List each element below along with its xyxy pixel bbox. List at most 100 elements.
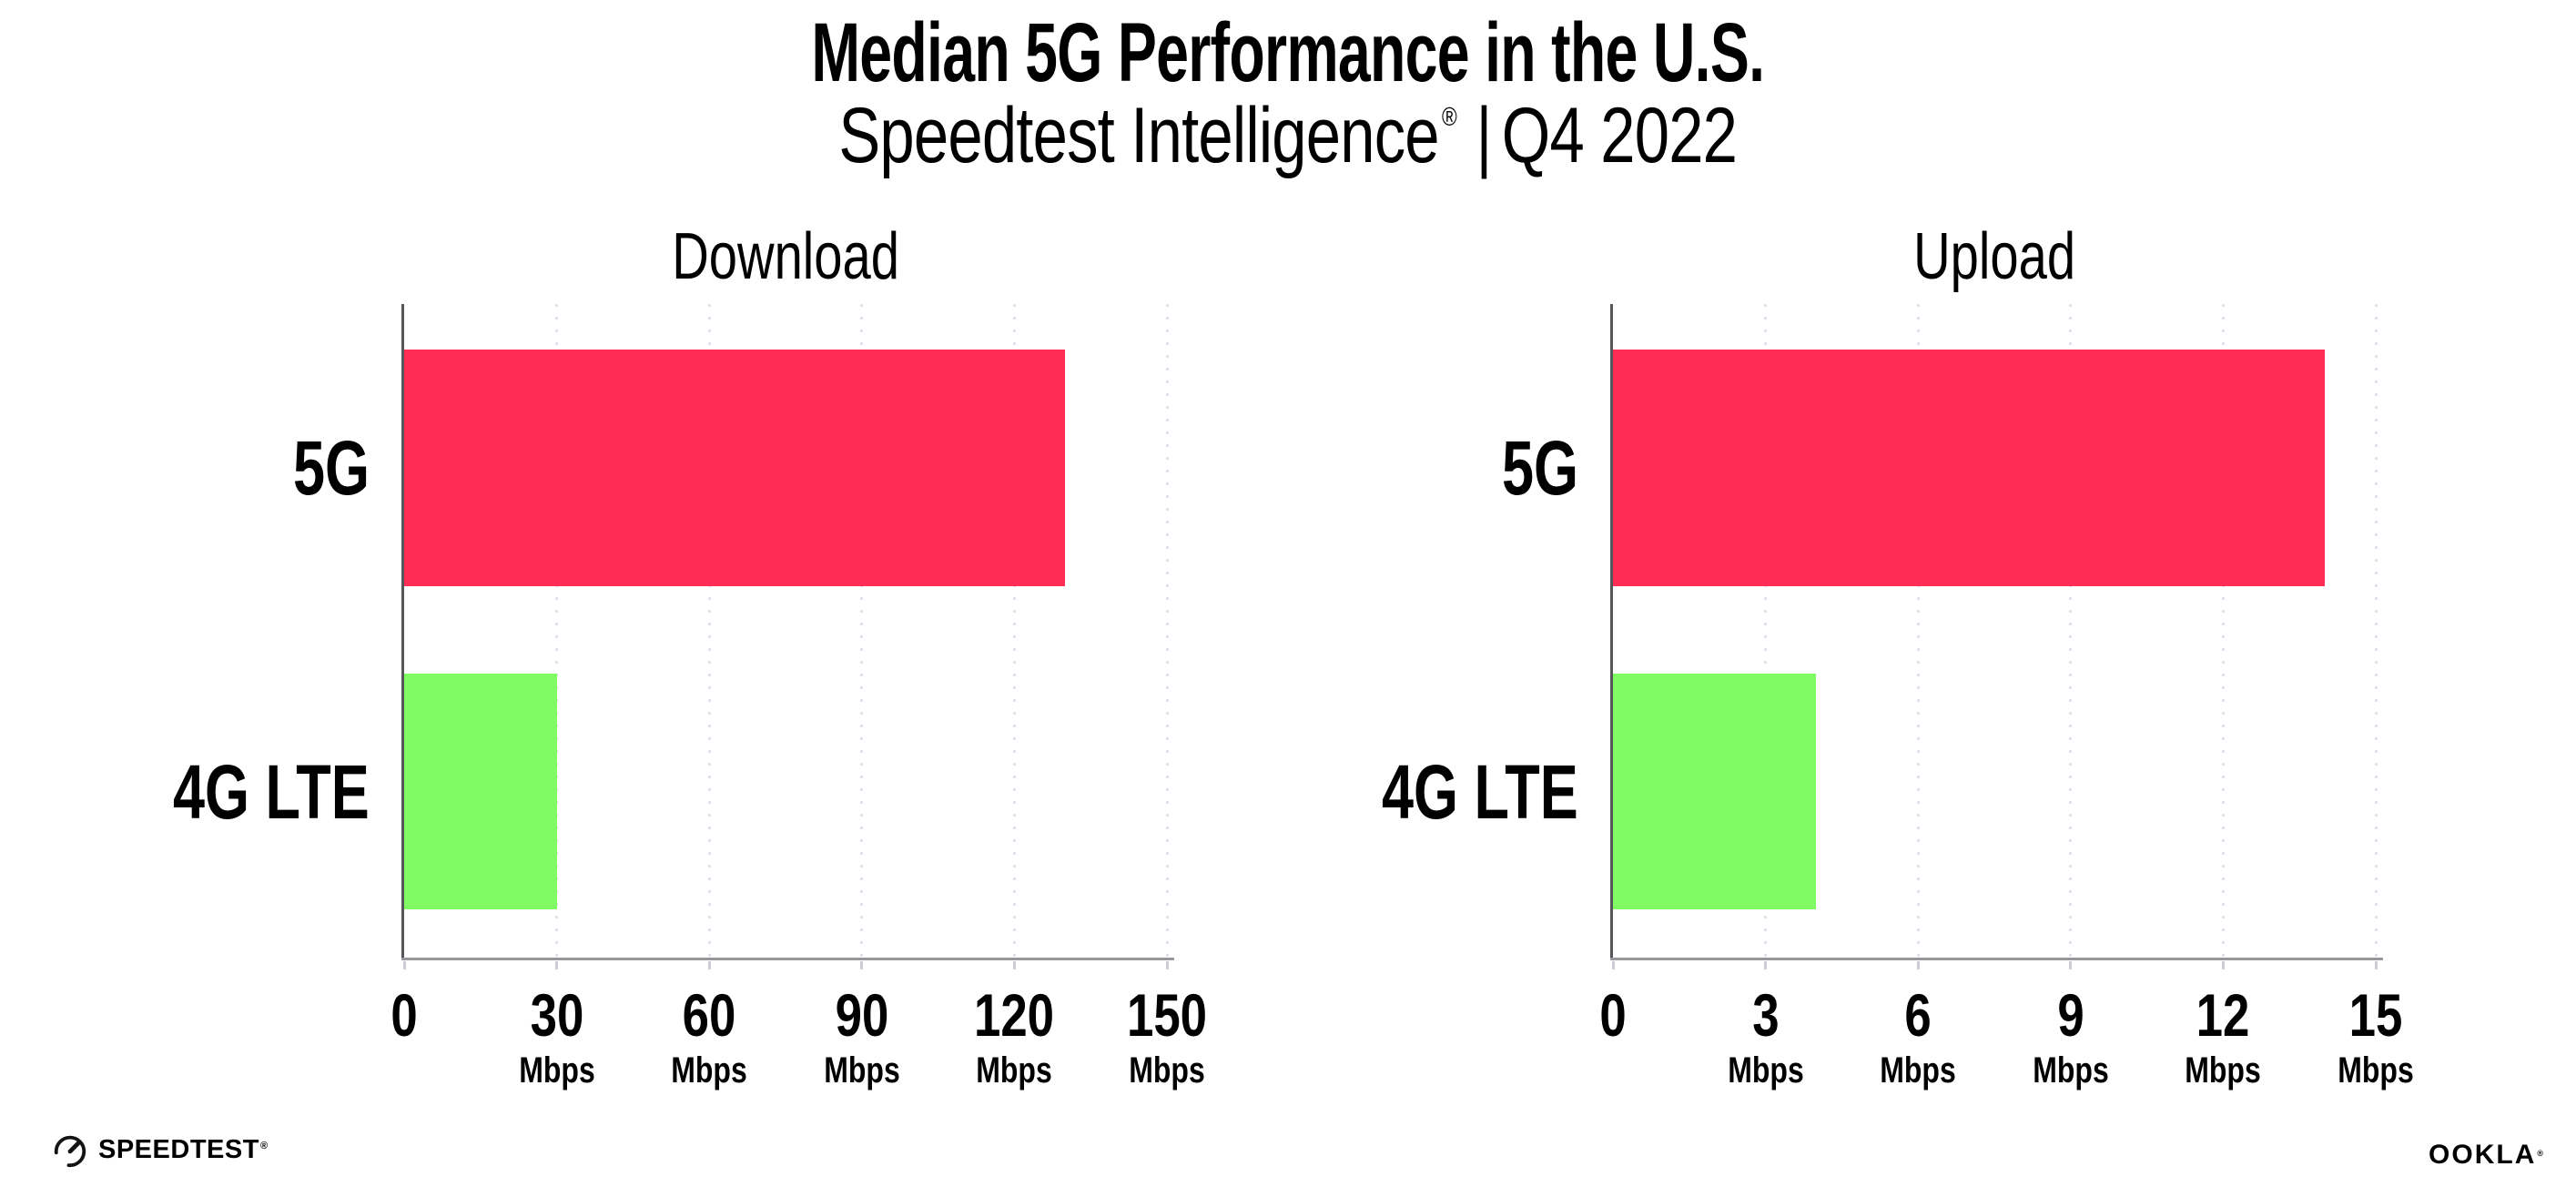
bar-4g-lte bbox=[1613, 673, 1817, 909]
registered-trademark-icon: ® bbox=[1442, 103, 1457, 133]
x-tick-unit: Mbps bbox=[2033, 1050, 2109, 1090]
axis-tick-mark-0 bbox=[1611, 961, 1615, 969]
x-tick-label-text: 0 bbox=[1599, 985, 1626, 1089]
ookla-logo: OOKLA® bbox=[2429, 1140, 2545, 1171]
gridline-60 bbox=[707, 304, 711, 958]
subtitle-separator: | bbox=[1476, 92, 1493, 179]
download-y-axis-line bbox=[401, 304, 404, 959]
subtitle-period: Q4 2022 bbox=[1502, 92, 1738, 179]
x-tick-label-text: 9 Mbps bbox=[2033, 985, 2109, 1089]
x-tick-value: 150 bbox=[1126, 981, 1208, 1049]
x-tick-label-30: 30 Mbps bbox=[509, 985, 603, 1089]
x-tick-label-text: 90 Mbps bbox=[824, 985, 900, 1089]
category-label-4g-lte: 4G LTE bbox=[1316, 754, 1578, 830]
x-tick-unit bbox=[1599, 1052, 1626, 1089]
x-tick-value: 12 bbox=[2196, 981, 2250, 1049]
x-tick-value: 120 bbox=[974, 981, 1055, 1049]
upload-y-axis-line bbox=[1610, 304, 1613, 959]
download-chart-plot: Download 0 30 Mbps 60 Mbps 90 Mbps 120 Mbps 150 Mb… bbox=[173, 224, 1207, 1089]
page-subtitle: Speedtest Intelligence ® | Q4 2022 bbox=[0, 95, 2576, 177]
page-subtitle-text: Speedtest Intelligence ® | Q4 2022 bbox=[838, 92, 1739, 179]
category-label-5g: 5G bbox=[268, 430, 370, 506]
gridline-120 bbox=[1012, 304, 1016, 958]
category-label-text: 4G LTE bbox=[1382, 748, 1578, 835]
page-title: Median 5G Performance in the U.S. bbox=[0, 6, 2576, 99]
bar-4g-lte bbox=[404, 673, 557, 909]
x-tick-value: 0 bbox=[390, 981, 418, 1049]
speedtest-wordmark-text: SPEEDTEST bbox=[98, 1134, 259, 1164]
x-tick-value: 9 bbox=[2057, 981, 2084, 1049]
axis-tick-mark-0 bbox=[402, 961, 406, 969]
category-label-text: 5G bbox=[1501, 425, 1578, 512]
gridline-15 bbox=[2374, 304, 2378, 958]
ookla-registered-icon: ® bbox=[2537, 1148, 2545, 1158]
axis-tick-mark-15 bbox=[2374, 961, 2378, 969]
x-tick-unit: Mbps bbox=[671, 1050, 747, 1090]
category-label-text: 5G bbox=[292, 425, 370, 512]
page-title-text: Median 5G Performance in the U.S. bbox=[811, 6, 1766, 99]
bar-5g bbox=[404, 350, 1066, 587]
x-tick-label-text: 150 Mbps bbox=[1127, 985, 1207, 1089]
speedtest-wordmark: SPEEDTEST® bbox=[98, 1135, 269, 1165]
category-label-4g-lte: 4G LTE bbox=[107, 754, 370, 830]
x-tick-value: 60 bbox=[682, 981, 736, 1049]
x-tick-label-120: 120 Mbps bbox=[964, 985, 1064, 1089]
gridline-9 bbox=[2069, 304, 2073, 958]
x-tick-label-0: 0 bbox=[1597, 985, 1630, 1089]
upload-chart-plot: Upload 0 3 Mbps 6 Mbps 9 Mbps 12 Mbps 15 Mbps 5G 4G … bbox=[1382, 224, 2414, 1089]
gridline-30 bbox=[555, 304, 559, 958]
axis-tick-mark-9 bbox=[2069, 961, 2073, 969]
x-tick-label-12: 12 Mbps bbox=[2175, 985, 2270, 1089]
x-tick-label-90: 90 Mbps bbox=[815, 985, 909, 1089]
x-tick-label-text: 3 Mbps bbox=[1728, 985, 1804, 1089]
gridline-12 bbox=[2221, 304, 2225, 958]
gridline-3 bbox=[1764, 304, 1768, 958]
x-tick-label-text: 6 Mbps bbox=[1880, 985, 1956, 1089]
x-tick-label-text: 12 Mbps bbox=[2186, 985, 2262, 1089]
category-label-text: 4G LTE bbox=[173, 748, 370, 835]
axis-tick-mark-120 bbox=[1012, 961, 1016, 969]
x-tick-label-text: 30 Mbps bbox=[519, 985, 595, 1089]
ookla-wordmark-text: OOKLA bbox=[2429, 1140, 2537, 1170]
x-tick-value: 30 bbox=[530, 981, 583, 1049]
x-tick-label-text: 0 bbox=[390, 985, 417, 1089]
gridline-6 bbox=[1916, 304, 1920, 958]
category-label-5g: 5G bbox=[1476, 430, 1578, 506]
gridline-150 bbox=[1165, 304, 1169, 958]
x-tick-label-3: 3 Mbps bbox=[1718, 985, 1812, 1089]
x-tick-value: 90 bbox=[835, 981, 889, 1049]
download-x-axis-line bbox=[401, 958, 1174, 960]
x-tick-unit: Mbps bbox=[2338, 1050, 2414, 1090]
axis-tick-mark-30 bbox=[555, 961, 559, 969]
speedtest-gauge-icon bbox=[54, 1135, 86, 1168]
bar-5g bbox=[1613, 350, 2326, 587]
x-tick-unit: Mbps bbox=[824, 1050, 900, 1090]
x-tick-label-60: 60 Mbps bbox=[662, 985, 756, 1089]
x-tick-label-0: 0 bbox=[388, 985, 421, 1089]
x-tick-label-text: 15 Mbps bbox=[2338, 985, 2414, 1089]
x-tick-unit: Mbps bbox=[1129, 1050, 1205, 1090]
x-tick-label-9: 9 Mbps bbox=[2023, 985, 2118, 1089]
x-tick-value: 3 bbox=[1751, 981, 1780, 1049]
x-tick-label-150: 150 Mbps bbox=[1117, 985, 1217, 1089]
x-tick-unit: Mbps bbox=[1880, 1050, 1956, 1090]
x-tick-label-text: 120 Mbps bbox=[974, 985, 1054, 1089]
x-tick-value: 0 bbox=[1599, 981, 1627, 1049]
x-tick-unit: Mbps bbox=[2185, 1050, 2262, 1090]
upload-chart-title: Upload bbox=[1613, 224, 2376, 289]
axis-tick-mark-60 bbox=[707, 961, 711, 969]
download-chart-title: Download bbox=[404, 224, 1167, 289]
gridline-90 bbox=[860, 304, 864, 958]
upload-x-axis-line bbox=[1610, 958, 2383, 960]
x-tick-unit: Mbps bbox=[1727, 1050, 1804, 1090]
x-tick-unit: Mbps bbox=[976, 1050, 1053, 1090]
subtitle-brand: Speedtest Intelligence bbox=[838, 92, 1440, 179]
x-tick-unit bbox=[390, 1052, 417, 1089]
x-tick-value: 15 bbox=[2348, 981, 2403, 1049]
x-tick-label-15: 15 Mbps bbox=[2328, 985, 2423, 1089]
download-chart-title-text: Download bbox=[672, 220, 899, 293]
upload-chart-title-text: Upload bbox=[1913, 220, 2075, 293]
axis-tick-mark-90 bbox=[860, 961, 864, 969]
axis-tick-mark-150 bbox=[1165, 961, 1169, 969]
